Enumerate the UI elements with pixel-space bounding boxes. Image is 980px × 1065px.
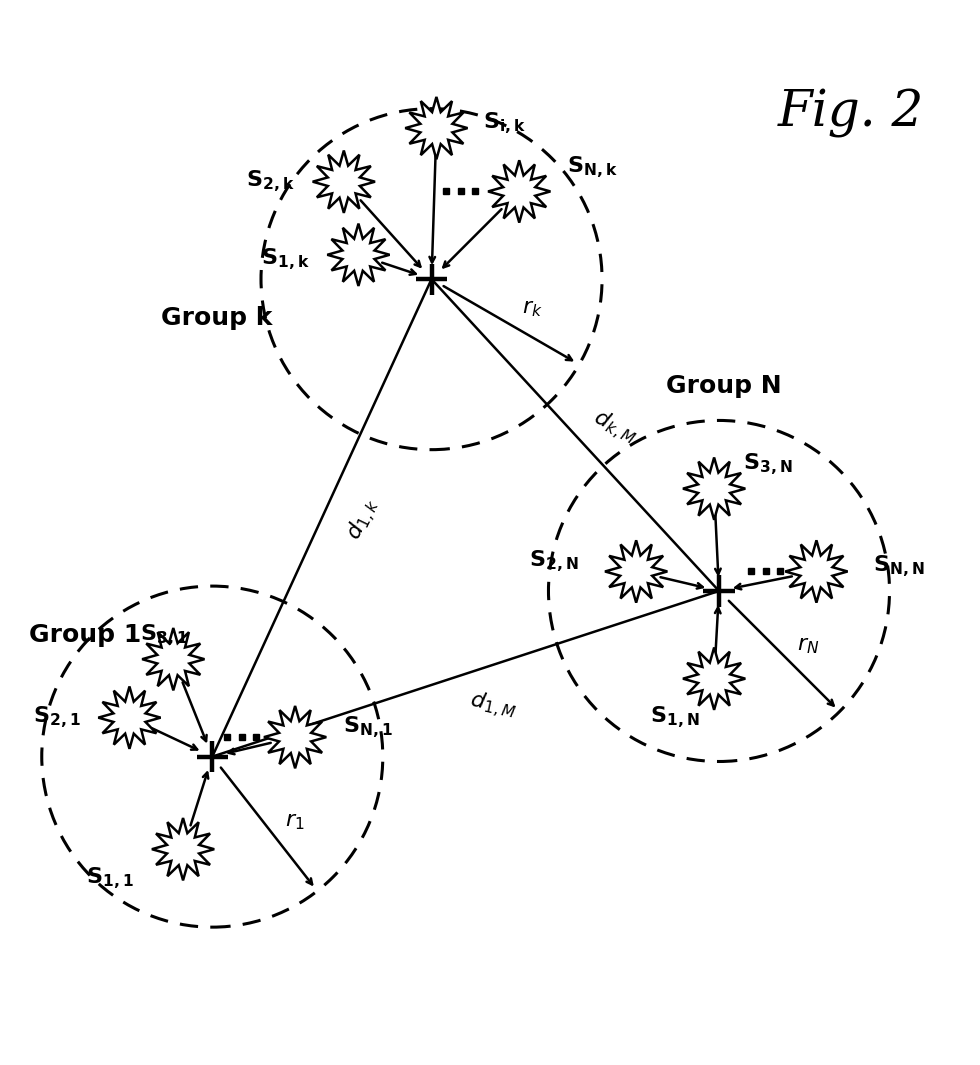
Text: Group k: Group k	[162, 306, 272, 330]
Polygon shape	[405, 97, 467, 160]
Polygon shape	[152, 818, 215, 881]
Text: $\mathbf{S_{N,N}}$: $\mathbf{S_{N,N}}$	[873, 554, 925, 579]
Polygon shape	[313, 150, 375, 213]
Text: Group 1: Group 1	[29, 623, 142, 646]
Text: $\mathbf{S_{3,1}}$: $\mathbf{S_{3,1}}$	[140, 622, 187, 648]
Text: $\mathbf{S_{1,N}}$: $\mathbf{S_{1,N}}$	[651, 705, 700, 731]
Text: $r_{k}$: $r_{k}$	[522, 299, 543, 320]
Text: $\mathbf{S_{N,1}}$: $\mathbf{S_{N,1}}$	[343, 715, 393, 740]
Polygon shape	[98, 687, 161, 749]
Polygon shape	[785, 540, 848, 603]
Text: $r_{1}$: $r_{1}$	[285, 813, 304, 832]
Text: Group N: Group N	[666, 374, 782, 398]
Polygon shape	[327, 224, 390, 286]
Text: $\mathbf{S_{1,1}}$: $\mathbf{S_{1,1}}$	[86, 866, 134, 891]
Text: $\mathbf{S_{1,k}}$: $\mathbf{S_{1,k}}$	[261, 247, 310, 273]
Text: $\mathbf{S_{N,k}}$: $\mathbf{S_{N,k}}$	[566, 154, 617, 180]
Polygon shape	[683, 648, 746, 710]
Text: $\mathbf{S_{3,N}}$: $\mathbf{S_{3,N}}$	[743, 452, 793, 477]
Text: Fig. 2: Fig. 2	[777, 88, 924, 138]
Text: $r_{N}$: $r_{N}$	[798, 636, 819, 656]
Text: $d_{1,M}$: $d_{1,M}$	[467, 688, 518, 723]
Text: $\mathbf{S_{2,k}}$: $\mathbf{S_{2,k}}$	[246, 169, 295, 195]
Text: $\mathbf{S_{2,1}}$: $\mathbf{S_{2,1}}$	[32, 705, 80, 731]
Text: $\mathbf{S_{2,N}}$: $\mathbf{S_{2,N}}$	[528, 548, 578, 574]
Polygon shape	[488, 160, 551, 223]
Text: $d_{k,M}$: $d_{k,M}$	[588, 406, 641, 449]
Text: $\mathbf{S_{i,k}}$: $\mathbf{S_{i,k}}$	[483, 111, 526, 136]
Polygon shape	[605, 540, 667, 603]
Polygon shape	[683, 458, 746, 520]
Text: $d_{1,k}$: $d_{1,k}$	[343, 494, 385, 545]
Polygon shape	[142, 628, 205, 690]
Polygon shape	[264, 706, 326, 768]
